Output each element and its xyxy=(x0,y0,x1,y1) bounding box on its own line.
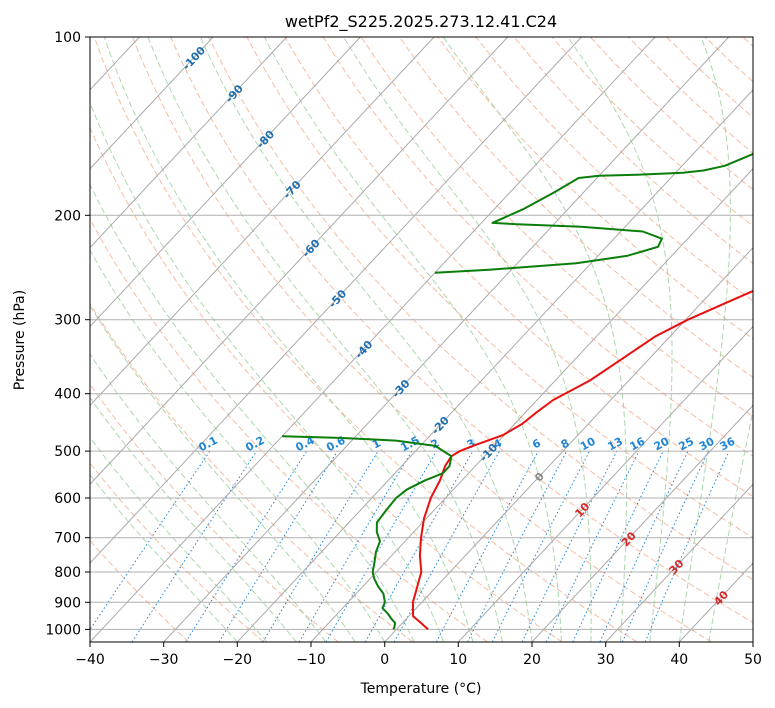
x-tick-label: 50 xyxy=(744,652,762,668)
y-tick-label: 500 xyxy=(54,444,81,460)
dry-adiabat-line xyxy=(437,37,753,340)
x-tick-label: 20 xyxy=(523,652,541,668)
moist-adiabat-line xyxy=(90,101,445,642)
x-tick-label: −20 xyxy=(223,652,253,668)
y-tick-label: 700 xyxy=(54,531,81,547)
x-tick-label: −10 xyxy=(296,652,326,668)
moist-adiabat-line xyxy=(567,37,673,642)
moist-adiabat-line xyxy=(90,396,297,642)
isotherms xyxy=(90,37,753,642)
x-tick-label: 10 xyxy=(449,652,467,668)
moist-adiabat-line xyxy=(90,304,356,642)
y-tick-label: 800 xyxy=(54,565,81,581)
isotherm-line xyxy=(90,37,435,407)
moist-adiabat-line xyxy=(708,407,753,642)
isotherm-line xyxy=(531,404,753,642)
x-tick-label: 40 xyxy=(670,652,688,668)
plot-frame xyxy=(89,36,754,643)
isotherm-line xyxy=(90,37,509,486)
x-axis-title: Temperature (°C) xyxy=(360,681,482,697)
moist-adiabat-line xyxy=(90,474,238,642)
mixing-ratio-label: 20 xyxy=(652,435,672,454)
isotherm-line xyxy=(236,89,753,642)
y-tick-label: 100 xyxy=(54,30,81,46)
chart-title: wetPf2_S225.2025.273.12.41.C24 xyxy=(285,12,557,32)
y-tick-label: 1000 xyxy=(45,622,81,638)
moist-adiabat-line xyxy=(678,37,731,642)
temperature-profile-line xyxy=(411,289,753,631)
dry-adiabat-line xyxy=(93,37,638,642)
moist-adiabat-line xyxy=(90,249,386,642)
dewpoint-profile-line xyxy=(434,152,753,274)
dry-adiabat-line xyxy=(90,217,488,642)
isotherm-line xyxy=(310,168,753,642)
x-tick-label: −40 xyxy=(75,652,105,668)
mixing-ratio-line xyxy=(435,450,539,642)
isotherm-line xyxy=(90,37,656,642)
isotherm-line xyxy=(90,37,288,249)
x-tick-label: 30 xyxy=(597,652,615,668)
mixing-ratio-line xyxy=(90,450,211,631)
mixing-ratio-label: 16 xyxy=(628,435,648,454)
isotherm-line xyxy=(384,246,753,642)
moist-adiabats xyxy=(90,37,753,642)
mixing-ratio-line xyxy=(364,450,474,642)
mixing-ratio-line xyxy=(491,450,590,642)
isotherm-line xyxy=(90,37,361,328)
y-tick-label: 600 xyxy=(54,491,81,507)
mixing-ratio-label: 30 xyxy=(697,435,717,454)
x-axis: −40 −30 −20 −10 0 10 20 30 40 50 xyxy=(75,642,762,668)
sounding-series xyxy=(282,152,753,631)
dry-adiabat-line xyxy=(360,37,753,418)
moist-adiabat-line xyxy=(103,37,474,642)
mixing-ratio-label: 13 xyxy=(605,435,625,454)
mixing-ratio-line xyxy=(262,450,379,642)
mixing-ratio-line xyxy=(393,450,500,642)
x-tick-label: 0 xyxy=(380,652,389,668)
dry-adiabat-line xyxy=(208,37,753,581)
moist-adiabat-line xyxy=(263,37,562,642)
mixing-ratio-line xyxy=(621,450,709,642)
y-axis-title: Pressure (hPa) xyxy=(12,290,28,390)
isotherm-line xyxy=(605,483,753,642)
isotherm-line xyxy=(90,37,582,564)
dry-adiabat-line xyxy=(170,37,753,624)
y-axis: 100 200 300 400 500 600 700 800 900 1000 xyxy=(45,30,90,638)
dry-adiabat-line xyxy=(131,37,712,642)
dry-adiabat-line xyxy=(322,37,753,457)
y-tick-label: 900 xyxy=(54,595,81,611)
x-tick-label: −30 xyxy=(149,652,179,668)
y-tick-label: 400 xyxy=(54,387,81,403)
mixing-ratio-lines xyxy=(90,450,730,642)
mixing-ratio-label: 10 xyxy=(578,435,598,454)
mixing-ratio-label: 25 xyxy=(676,435,696,454)
moist-adiabat-line xyxy=(199,37,533,642)
mixing-ratio-labels: 0.1 0.2 0.4 0.6 1 1.5 2 3 4 6 8 10 13 16 20 25 30 36 xyxy=(196,434,737,455)
moist-adiabat-line xyxy=(343,37,592,642)
isotherm-line xyxy=(163,37,730,642)
dry-adiabat-line xyxy=(90,462,264,642)
y-tick-label: 200 xyxy=(54,208,81,224)
moist-adiabat-line xyxy=(90,183,415,642)
mixing-ratio-line xyxy=(521,450,618,642)
mixing-ratio-label: 36 xyxy=(718,435,738,454)
mixing-ratio-line xyxy=(185,450,308,642)
isotherm-line xyxy=(90,37,214,170)
moist-adiabat-line xyxy=(90,436,268,642)
y-tick-label: 300 xyxy=(54,313,81,329)
moist-adiabat-line xyxy=(443,37,628,642)
dewpoint-profile-line xyxy=(282,435,453,630)
isotherm-line xyxy=(457,325,753,642)
dry-adiabat-line xyxy=(90,126,563,642)
moist-adiabat-line xyxy=(147,37,503,642)
dry-adiabat-line xyxy=(475,37,753,302)
